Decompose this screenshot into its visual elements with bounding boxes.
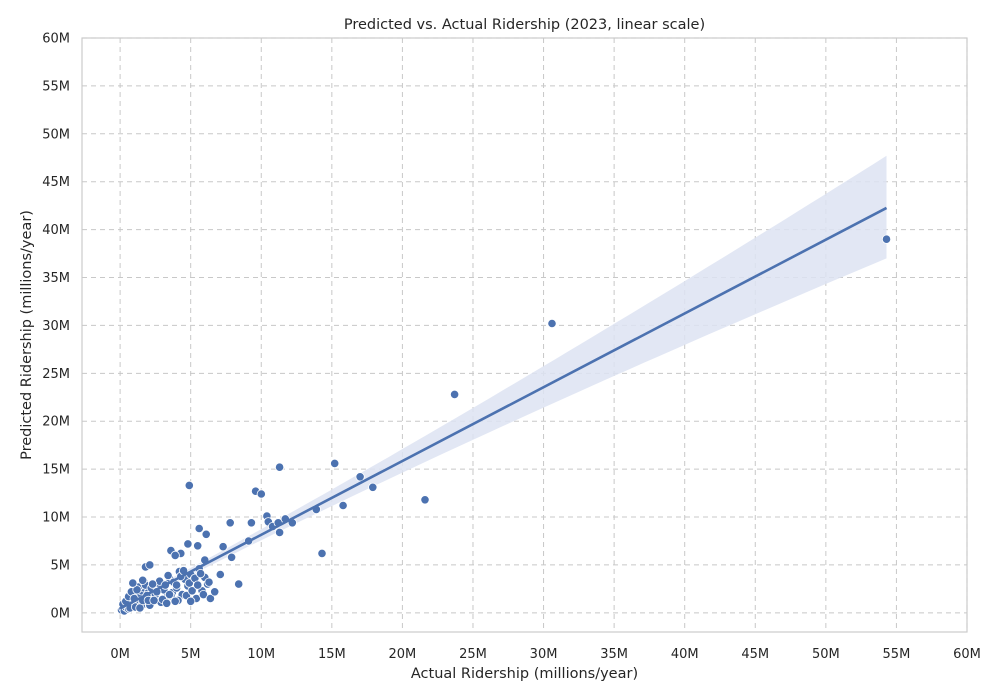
data-point — [246, 518, 256, 528]
data-point — [205, 593, 215, 604]
data-point — [449, 389, 460, 399]
x-tick-label: 30M — [530, 647, 558, 662]
data-point — [170, 596, 180, 606]
data-point — [881, 234, 892, 244]
grid-lines — [82, 37, 968, 632]
data-point — [149, 595, 159, 606]
data-point — [138, 575, 148, 585]
data-point — [162, 598, 172, 608]
data-point — [234, 579, 244, 589]
x-axis-label: Actual Ridership (millions/year) — [411, 666, 638, 682]
data-point — [210, 587, 220, 597]
x-tick-label: 5M — [181, 647, 201, 662]
data-point — [193, 580, 203, 590]
x-tick-label: 50M — [812, 647, 840, 662]
data-point — [170, 550, 180, 561]
data-point — [420, 495, 430, 505]
data-point — [186, 596, 196, 606]
y-tick-label: 0M — [51, 606, 71, 621]
data-point — [256, 489, 266, 499]
y-axis-label: Predicted Ridership (millions/year) — [19, 210, 35, 460]
data-point — [330, 458, 340, 468]
data-point — [135, 603, 145, 613]
x-tick-label: 40M — [671, 647, 699, 662]
data-point — [218, 542, 228, 552]
data-point — [215, 569, 225, 580]
plot-background — [81, 37, 968, 633]
x-tick-label: 10M — [247, 647, 275, 662]
data-point — [196, 568, 206, 579]
y-tick-label: 50M — [42, 127, 70, 142]
x-tick-label: 20M — [389, 647, 417, 662]
data-point — [163, 570, 173, 581]
y-tick-label: 55M — [42, 79, 70, 94]
data-point — [148, 579, 158, 589]
x-tick-label: 15M — [318, 647, 346, 662]
data-point — [164, 589, 175, 600]
data-point — [132, 585, 142, 595]
x-tick-label: 45M — [741, 647, 769, 662]
data-point — [317, 548, 327, 559]
y-tick-labels: 0M 5M 10M 15M 20M 25M 30M 35M 40M 45M 50M 55M 60M — [42, 32, 70, 622]
y-tick-label: 20M — [42, 415, 70, 430]
data-point — [225, 518, 235, 528]
y-tick-label: 60M — [42, 32, 70, 47]
data-point — [338, 500, 348, 511]
y-tick-label: 35M — [42, 271, 70, 286]
y-tick-label: 45M — [42, 175, 70, 190]
regression-line-group — [119, 206, 888, 610]
regression-line — [119, 206, 888, 610]
y-tick-label: 40M — [42, 223, 70, 238]
data-point — [187, 586, 197, 596]
x-tick-label: 55M — [883, 647, 911, 662]
y-tick-label: 10M — [42, 511, 70, 526]
data-point — [184, 480, 194, 490]
data-point — [274, 527, 285, 538]
y-tick-label: 15M — [42, 463, 70, 478]
chart-title: Predicted vs. Actual Ridership (2023, li… — [344, 17, 705, 33]
data-point — [274, 462, 285, 472]
data-point — [198, 589, 208, 600]
data-point — [201, 529, 211, 539]
x-tick-label: 25M — [459, 647, 487, 662]
y-tick-label: 5M — [51, 558, 71, 573]
y-tick-label: 25M — [42, 367, 70, 382]
data-point — [145, 560, 155, 570]
data-point — [183, 539, 193, 549]
data-point — [193, 541, 203, 551]
x-tick-label: 60M — [953, 647, 981, 662]
x-tick-label: 35M — [600, 647, 628, 662]
data-point — [194, 523, 204, 534]
data-point — [547, 318, 557, 329]
data-point — [128, 578, 138, 588]
x-tick-label: 0M — [110, 647, 130, 662]
data-point — [204, 577, 214, 587]
data-point — [368, 482, 378, 492]
data-point — [172, 580, 182, 590]
data-point — [227, 552, 237, 562]
x-tick-labels: 0M 5M 10M 15M 20M 25M 30M 35M 40M 45M 50M 55M 60M — [110, 647, 981, 662]
y-tick-label: 30M — [42, 319, 70, 334]
data-point — [355, 472, 365, 482]
